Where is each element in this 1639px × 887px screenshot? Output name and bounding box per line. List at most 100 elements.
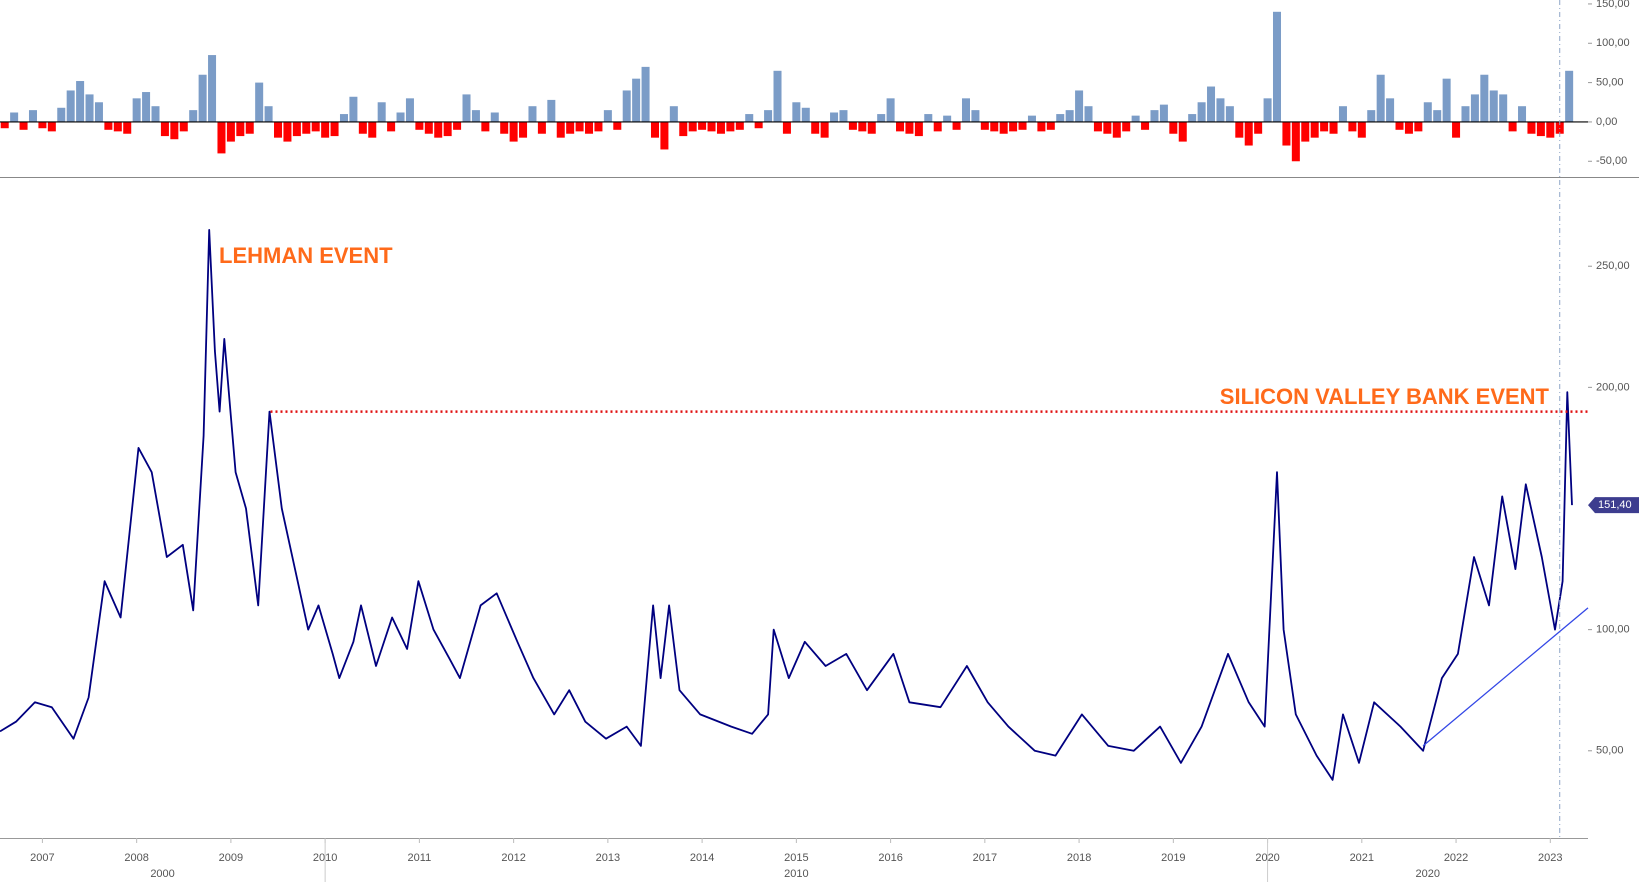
bar: [575, 121, 584, 132]
bar: [792, 102, 801, 122]
bar: [104, 121, 113, 130]
bar: [1235, 121, 1244, 138]
bar: [943, 115, 952, 122]
bar: [339, 114, 348, 122]
bar: [613, 121, 622, 130]
x-group-label: 2020: [1416, 868, 1440, 880]
bar: [1131, 115, 1140, 122]
bar: [462, 94, 471, 122]
bar: [1018, 121, 1027, 130]
bar: [113, 121, 122, 132]
bar: [170, 121, 179, 140]
bar: [1159, 104, 1168, 122]
bar: [914, 121, 923, 137]
x-tick-label: 2009: [219, 852, 243, 864]
bar: [1197, 102, 1206, 122]
bar: [1423, 102, 1432, 122]
bar: [1442, 78, 1451, 122]
bar: [1357, 121, 1366, 138]
bar: [820, 121, 829, 138]
bar: [679, 121, 688, 137]
bar: [585, 121, 594, 134]
bar: [556, 121, 565, 138]
bar: [189, 110, 198, 122]
bar: [1282, 121, 1291, 146]
last-value-box: [1588, 497, 1639, 514]
bar: [1141, 121, 1150, 130]
bar: [1103, 121, 1112, 134]
bar: [500, 121, 509, 134]
bar: [754, 121, 763, 129]
bar: [1320, 121, 1329, 132]
bar: [396, 112, 405, 122]
bar: [358, 121, 367, 134]
bar: [1112, 121, 1121, 138]
bar: [1065, 110, 1074, 122]
bar: [1565, 70, 1574, 122]
bar: [773, 70, 782, 122]
bar: [368, 121, 377, 138]
bar: [38, 121, 47, 129]
bar: [76, 81, 85, 122]
bar: [980, 121, 989, 130]
bar: [330, 121, 339, 137]
bar: [160, 121, 169, 137]
bar: [1122, 121, 1131, 132]
x-tick-label: 2016: [878, 852, 902, 864]
bar: [764, 110, 773, 122]
bar: [877, 114, 886, 122]
bar: [19, 121, 28, 130]
bar: [961, 98, 970, 122]
bar: [415, 121, 424, 130]
bar: [1188, 114, 1197, 122]
bar: [1367, 110, 1376, 122]
bar: [264, 106, 273, 122]
bar: [274, 121, 283, 138]
x-group-label: 2000: [150, 868, 174, 880]
bar: [283, 121, 292, 142]
bar: [57, 107, 66, 122]
bar: [735, 121, 744, 130]
bar: [1093, 121, 1102, 132]
annotation: SILICON VALLEY BANK EVENT: [1220, 384, 1550, 409]
bar: [245, 121, 254, 134]
x-group-label: 2010: [784, 868, 808, 880]
bar: [236, 121, 245, 137]
bar: [10, 112, 19, 122]
bar: [1272, 11, 1282, 122]
bar: [1518, 106, 1527, 122]
bar: [990, 121, 999, 132]
bar: [745, 114, 754, 122]
bar: [217, 121, 226, 154]
bar: [1009, 121, 1018, 132]
bar: [999, 121, 1008, 134]
bar: [707, 121, 716, 132]
y-tick-label: 50,00: [1596, 745, 1624, 757]
bar: [198, 74, 207, 122]
bar: [1169, 121, 1178, 134]
bar: [1254, 121, 1263, 134]
bar: [94, 102, 103, 122]
bar: [1527, 121, 1536, 134]
bar: [886, 98, 895, 122]
bar: [1480, 74, 1489, 122]
bar: [688, 121, 697, 132]
bar: [226, 121, 235, 142]
x-tick-label: 2015: [784, 852, 808, 864]
bar: [1452, 121, 1461, 138]
y-tick-label: -50,00: [1596, 155, 1627, 167]
bar: [839, 110, 848, 122]
bar: [1414, 121, 1423, 132]
bar: [669, 106, 678, 122]
bar: [1207, 86, 1216, 122]
bar: [1263, 98, 1272, 122]
bar: [1499, 94, 1508, 122]
bar: [801, 107, 810, 122]
bar: [509, 121, 518, 142]
bar: [151, 106, 160, 122]
x-tick-label: 2011: [408, 852, 432, 864]
bar: [566, 121, 575, 134]
bar: [1027, 115, 1036, 122]
bar: [142, 92, 151, 122]
